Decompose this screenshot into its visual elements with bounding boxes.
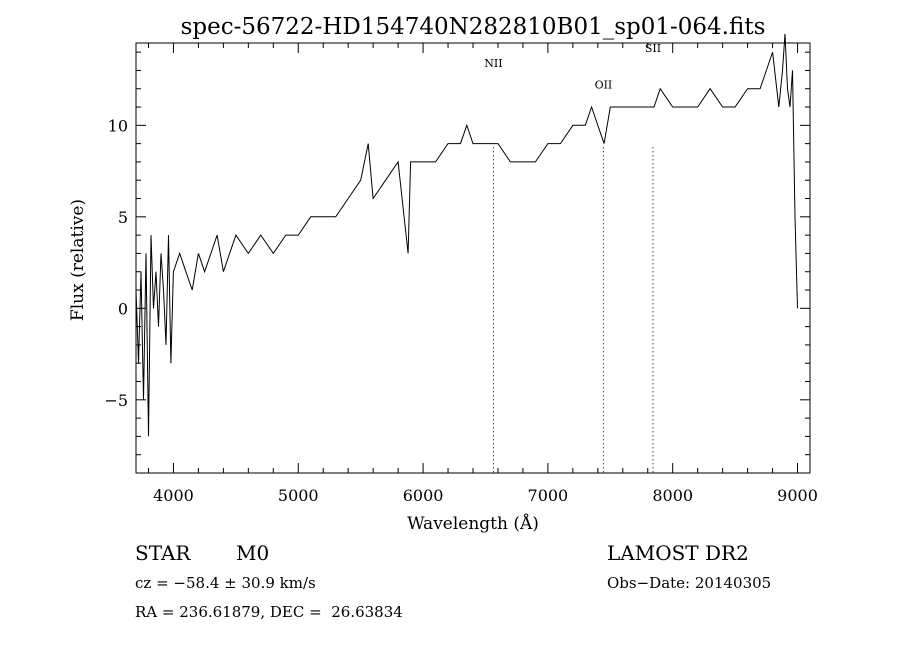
coordinates: RA = 236.61879, DEC = 26.63834 xyxy=(135,603,403,621)
spectrum-line xyxy=(135,33,798,437)
y-tick-label: −5 xyxy=(104,391,128,410)
line-label-oii: OII xyxy=(595,79,613,92)
object-class: STAR xyxy=(135,541,191,565)
spectrum-chart: spec-56722-HD154740N282810B01_sp01-064.f… xyxy=(68,14,818,534)
chart-title: spec-56722-HD154740N282810B01_sp01-064.f… xyxy=(181,14,766,40)
x-axis-label: Wavelength (Å) xyxy=(407,513,539,534)
y-axis-label: Flux (relative) xyxy=(68,199,88,321)
object-subclass: M0 xyxy=(236,541,270,565)
line-label-sii: SII xyxy=(645,42,661,55)
plot-frame xyxy=(135,42,811,474)
x-tick-label: 9000 xyxy=(777,486,818,505)
x-tick-label: 6000 xyxy=(403,486,444,505)
observation-date: Obs−Date: 20140305 xyxy=(607,574,772,592)
y-tick-label: 5 xyxy=(118,208,128,227)
x-tick-label: 4000 xyxy=(153,486,194,505)
x-tick-label: 5000 xyxy=(278,486,319,505)
line-label-nii: NII xyxy=(484,57,502,70)
redshift-cz: cz = −58.4 ± 30.9 km/s xyxy=(135,574,316,592)
y-tick-label: 0 xyxy=(118,299,128,318)
survey-name: LAMOST DR2 xyxy=(607,541,749,565)
x-tick-label: 8000 xyxy=(652,486,693,505)
y-tick-label: 10 xyxy=(108,116,128,135)
x-tick-label: 7000 xyxy=(528,486,569,505)
